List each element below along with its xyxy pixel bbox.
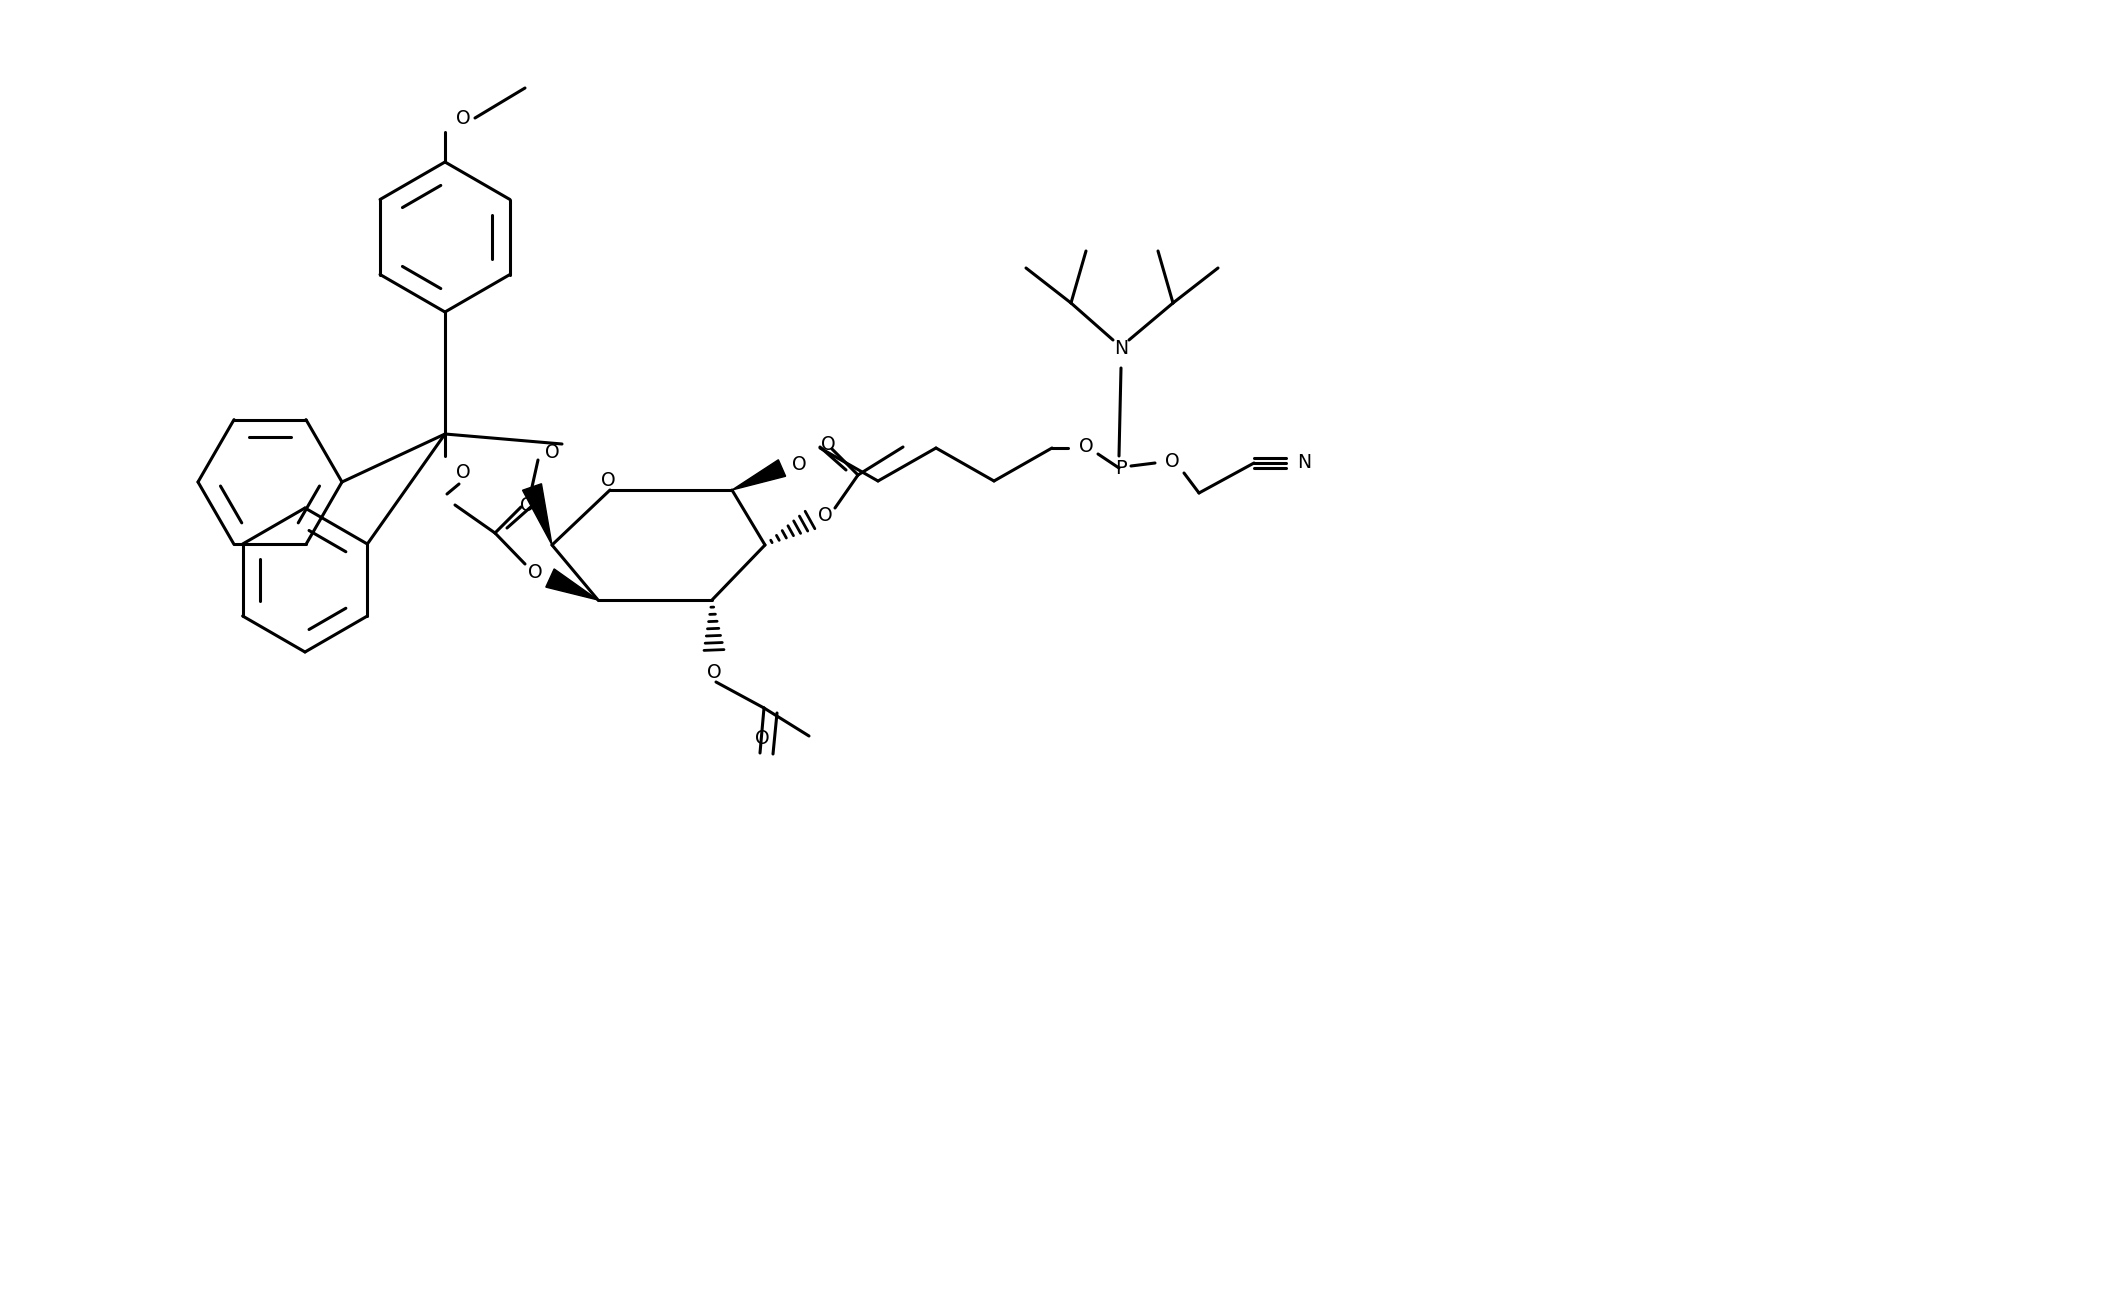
Text: O: O [707,663,722,681]
Text: O: O [1166,451,1178,470]
Text: O: O [520,496,535,514]
Text: N: N [1297,453,1312,473]
Text: O: O [456,109,471,128]
Text: O: O [792,455,807,473]
Text: O: O [817,505,832,525]
Text: O: O [546,442,558,461]
Polygon shape [732,460,786,490]
Polygon shape [546,568,599,599]
Text: O: O [529,562,541,581]
Text: O: O [1078,437,1093,456]
Text: O: O [601,470,616,490]
Text: O: O [754,729,769,748]
Text: O: O [822,435,834,455]
Text: N: N [1115,339,1127,358]
Text: P: P [1115,459,1127,478]
Text: O: O [456,463,471,482]
Polygon shape [522,483,552,545]
